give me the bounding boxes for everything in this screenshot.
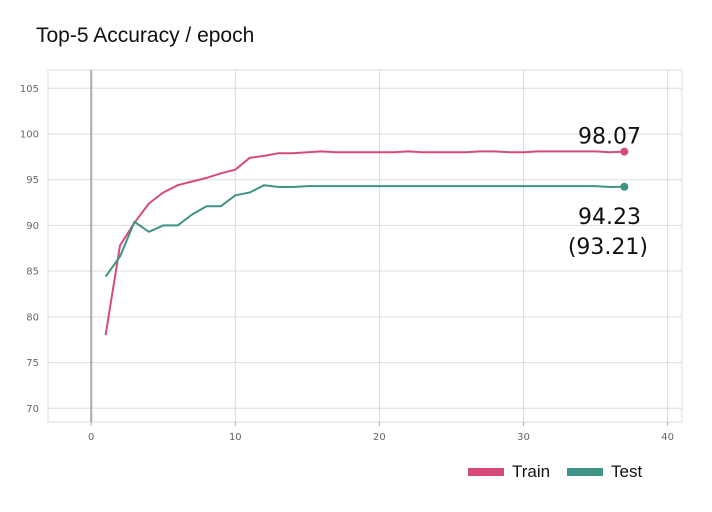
legend-test[interactable]: Test xyxy=(567,462,642,482)
x-tick-label: 0 xyxy=(88,432,94,443)
legend-train-label: Train xyxy=(512,462,551,481)
plot-frame xyxy=(47,69,683,423)
chart-title: Top-5 Accuracy / epoch xyxy=(36,24,255,47)
y-tick-label: 70 xyxy=(26,404,39,415)
train-end-value-label: 98.07 xyxy=(578,125,641,150)
legend-train-swatch xyxy=(468,468,504,476)
y-tick-label: 100 xyxy=(20,130,39,141)
series-end-point-test xyxy=(620,182,629,191)
x-tick-label: 10 xyxy=(229,432,242,443)
y-tick-label: 95 xyxy=(26,175,39,186)
legend-train[interactable]: Train xyxy=(468,462,550,482)
legend-test-swatch xyxy=(567,468,603,476)
y-tick-label: 85 xyxy=(26,267,39,278)
legend-test-label: Test xyxy=(611,462,643,481)
x-tick-label: 20 xyxy=(373,432,386,443)
test-end-value-label: 94.23 xyxy=(578,205,641,230)
series-line-test xyxy=(104,184,625,278)
x-tick-label: 40 xyxy=(661,432,674,443)
y-tick-label: 75 xyxy=(26,358,39,369)
y-tick-label: 90 xyxy=(26,221,39,232)
series-end-point-train xyxy=(620,147,629,156)
series-line-train xyxy=(104,150,625,336)
x-tick-label: 30 xyxy=(517,432,530,443)
y-tick-label: 105 xyxy=(20,84,39,95)
y-tick-label: 80 xyxy=(26,312,39,323)
test-end-subvalue-label: (93.21) xyxy=(568,235,648,260)
